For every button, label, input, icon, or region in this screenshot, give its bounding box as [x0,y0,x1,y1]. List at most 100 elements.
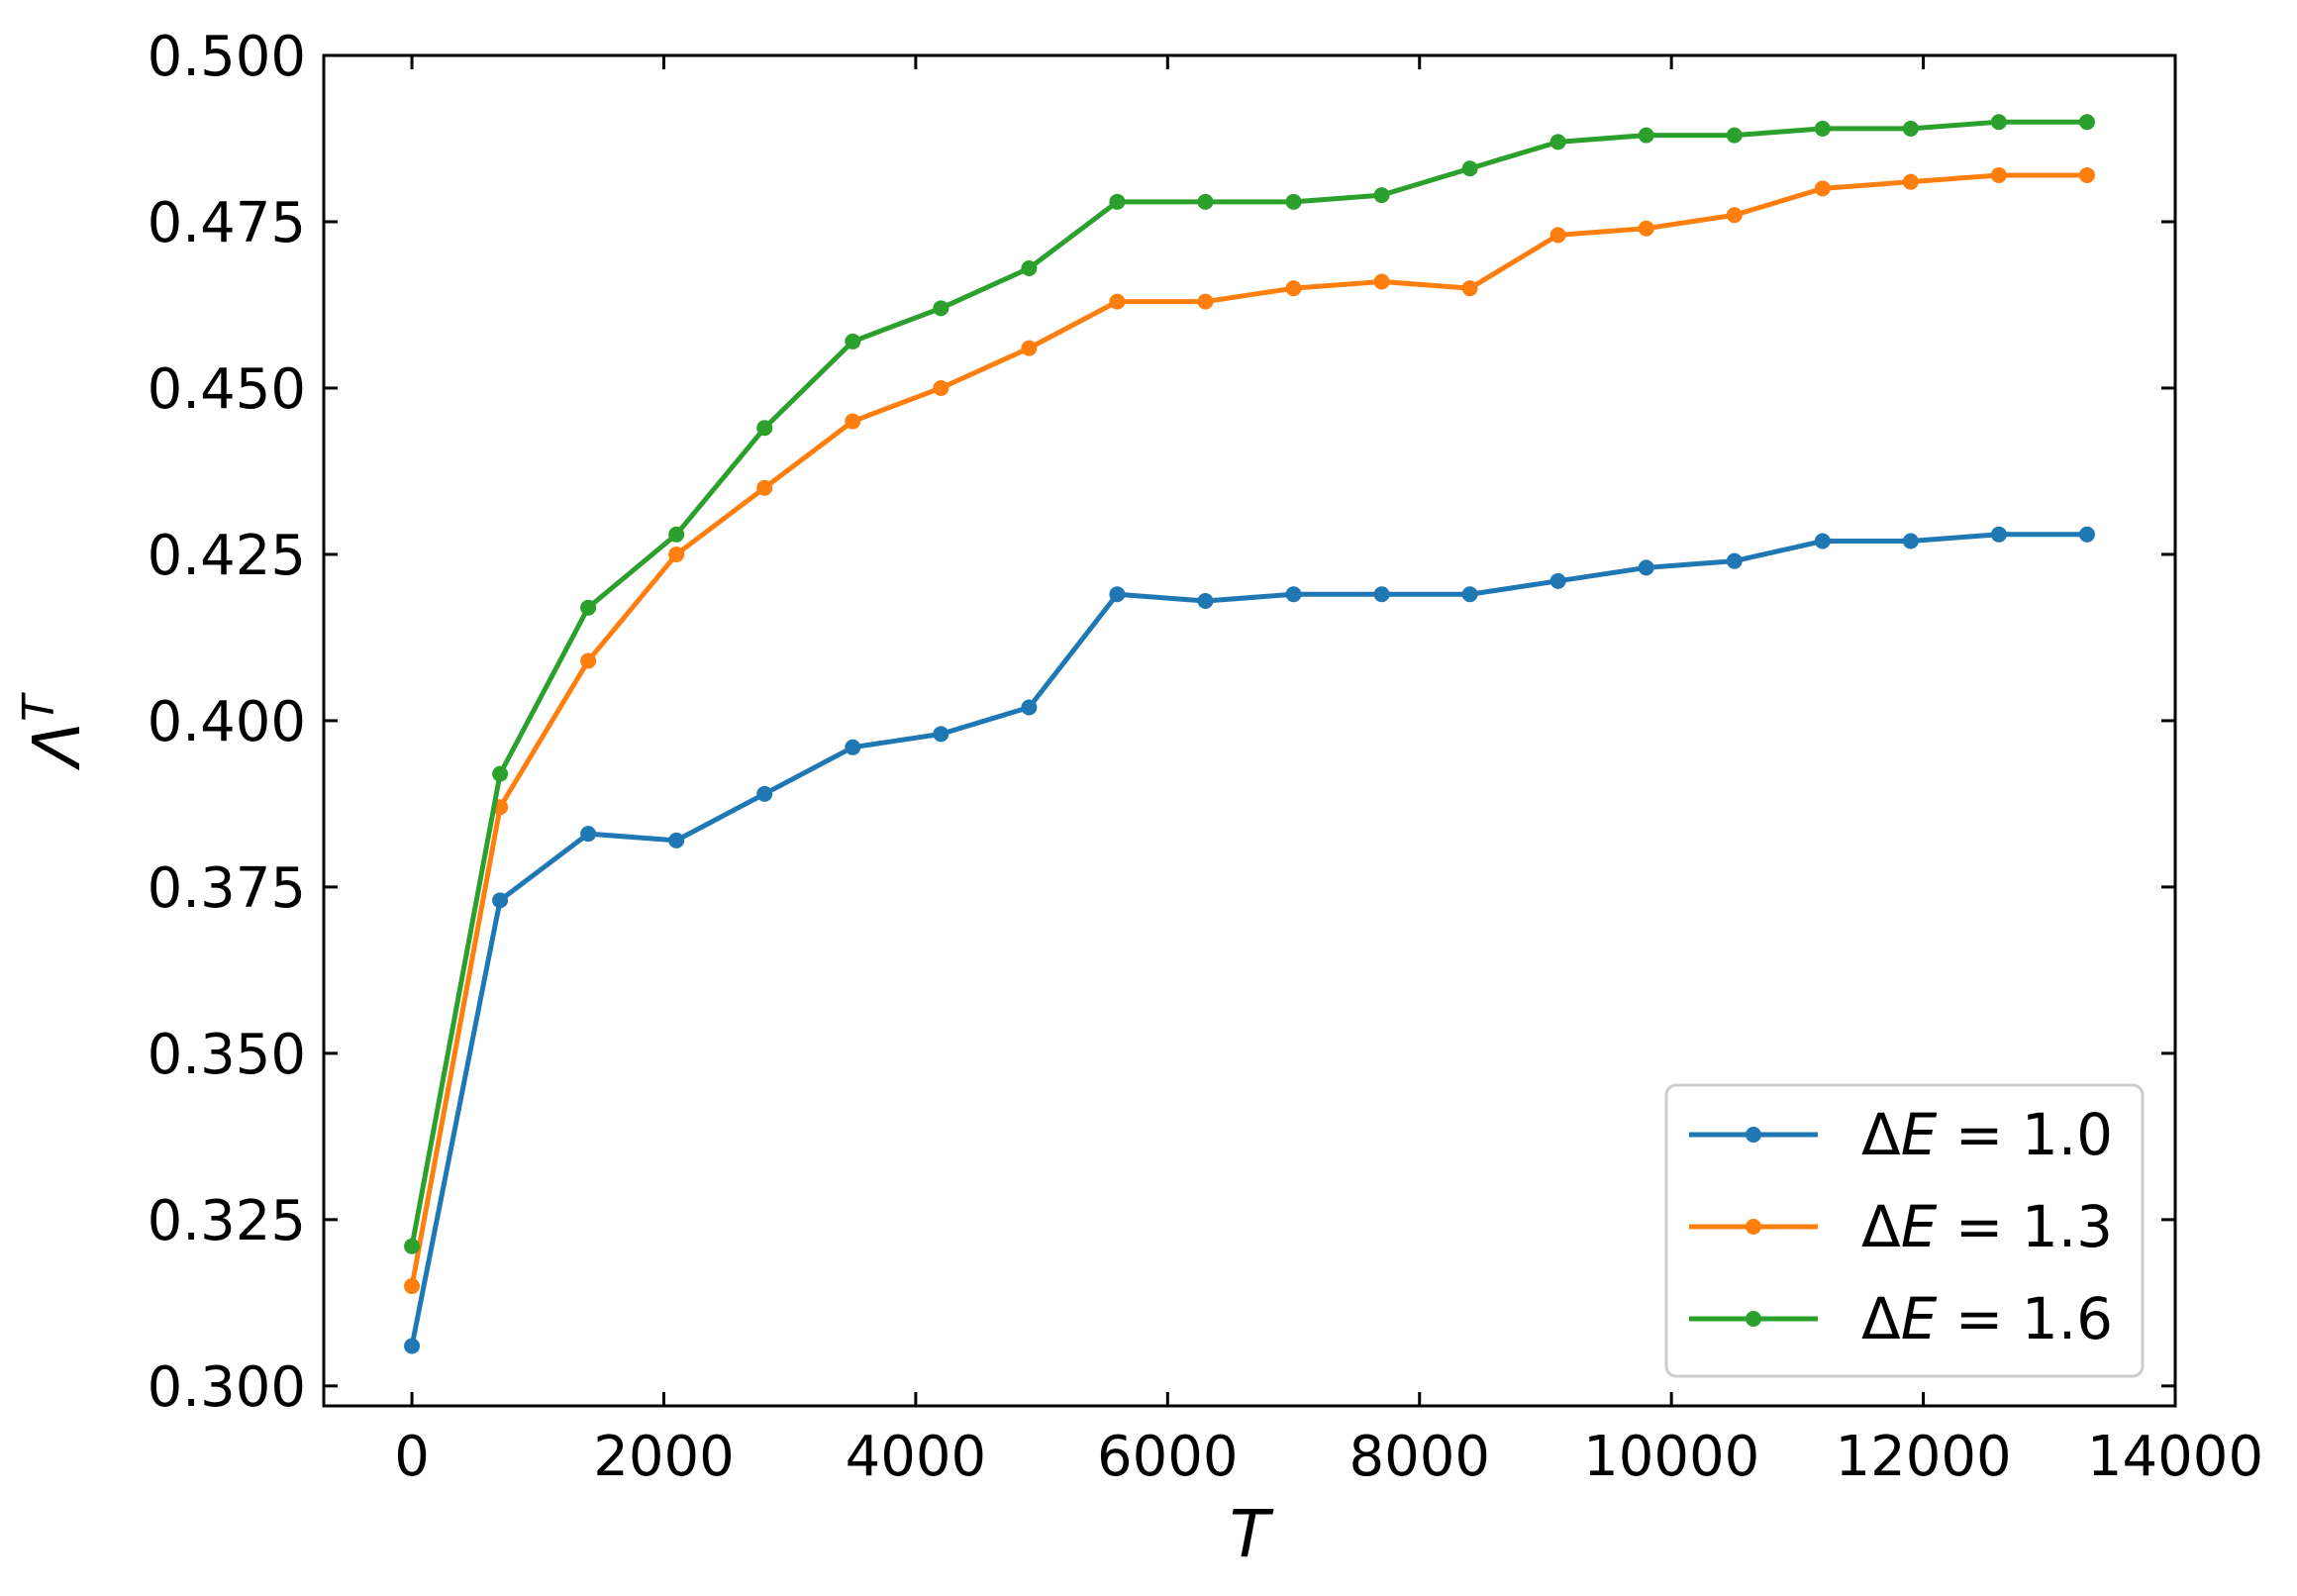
plot-series [404,114,2095,1354]
legend-item: ΔE = 1.3 [1689,1193,2113,1260]
axis-ticks: 0 2000 4000 6000 8000 10000 12000 14000 0.300 0.3… [148,25,2263,1489]
y-tick-label: 0.350 [148,1023,306,1087]
data-point [668,526,685,543]
data-point [1549,572,1566,589]
data-point [1109,193,1126,210]
data-point [1021,699,1038,716]
x-axis-label: T [1230,1496,1274,1572]
data-point [1549,134,1566,150]
data-point [933,300,949,317]
legend-label: ΔE = 1.3 [1861,1193,2113,1260]
legend-box [1664,1083,2145,1378]
data-point [492,765,509,782]
series-E-1-3 [404,166,2095,1295]
data-point [1373,273,1390,290]
legend-marker [1746,1219,1761,1235]
data-point [1461,586,1478,603]
y-tick-label: 0.375 [148,856,306,921]
legend-label: ΔE = 1.6 [1861,1285,2113,1352]
x-tick-label: 0 [394,1425,430,1489]
data-point [1726,552,1743,569]
data-point [1726,207,1743,224]
data-point [756,420,773,437]
y-tick-label: 0.325 [148,1189,306,1253]
data-point [1990,526,2007,543]
data-point [1285,280,1302,297]
data-point [580,826,597,843]
legend-item: ΔE = 1.6 [1689,1285,2113,1352]
data-point [580,652,597,669]
data-point [1990,166,2007,183]
x-tick-label: 2000 [593,1425,735,1489]
legend-marker [1746,1127,1761,1143]
data-point [668,546,685,562]
data-point [1285,193,1302,210]
data-point [845,413,861,430]
data-point [1814,180,1831,197]
data-point [1109,586,1126,603]
x-tick-label: 12000 [1836,1425,2012,1489]
data-point [1461,280,1478,297]
data-point [933,379,949,396]
data-point [1285,586,1302,603]
y-axis-label: ΛT [14,692,95,771]
data-point [1902,120,1919,137]
y-tick-label: 0.500 [148,25,306,89]
data-point [404,1338,421,1354]
series-line [409,172,2087,1287]
data-point [1461,160,1478,177]
data-point [1638,127,1654,144]
data-point [404,1278,421,1295]
y-tick-label: 0.450 [148,357,306,422]
data-point [756,785,773,802]
data-point [1021,260,1038,277]
plot-frame [322,53,2177,1408]
x-tick-label: 4000 [846,1425,987,1489]
data-point [580,599,597,616]
data-point [2078,166,2095,183]
y-tick-label: 0.425 [148,524,306,588]
data-point [933,726,949,743]
data-point [1814,120,1831,137]
data-point [492,892,509,909]
x-tick-label: 6000 [1097,1425,1239,1489]
y-tick-label: 0.300 [148,1355,306,1420]
data-point [1902,533,1919,549]
x-tick-label: 8000 [1348,1425,1490,1489]
y-tick-label: 0.400 [148,690,306,754]
data-point [1197,193,1214,210]
data-point [845,739,861,755]
data-point [1021,340,1038,356]
legend-label: ΔE = 1.0 [1861,1101,2113,1168]
series-line [409,119,2087,1247]
data-point [2078,114,2095,131]
data-point [1902,173,1919,190]
data-point [1726,127,1743,144]
data-point [756,479,773,496]
series-E-1-0 [404,526,2095,1354]
data-point [1638,559,1654,576]
x-tick-label: 14000 [2087,1425,2263,1489]
series-E-1-6 [404,114,2095,1254]
legend: ΔE = 1.0 ΔE = 1.3 ΔE = 1.6 [1664,1083,2145,1378]
data-point [1109,293,1126,310]
data-point [1549,227,1566,244]
data-point [1197,592,1214,609]
data-point [1197,293,1214,310]
x-tick-label: 10000 [1583,1425,1759,1489]
data-point [1814,533,1831,549]
data-point [2078,526,2095,543]
axis-labels: T ΛT [14,692,1274,1572]
data-point [845,333,861,349]
data-point [1373,586,1390,603]
y-tick-label: 0.475 [148,191,306,255]
legend-marker [1746,1311,1761,1327]
data-point [1638,220,1654,237]
y-axis-label-superscript: T [14,692,64,722]
data-point [668,832,685,848]
data-point [1373,187,1390,204]
y-axis-label-base: Λ [19,722,95,771]
series-line [409,532,2087,1347]
legend-item: ΔE = 1.0 [1689,1101,2113,1168]
